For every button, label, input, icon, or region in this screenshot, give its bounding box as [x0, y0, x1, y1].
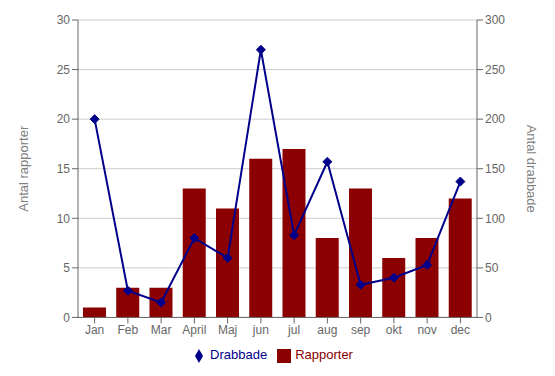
svg-text:Mar: Mar — [151, 323, 172, 337]
svg-text:200: 200 — [485, 112, 505, 126]
svg-text:sep: sep — [351, 323, 371, 337]
svg-text:20: 20 — [57, 112, 71, 126]
svg-text:April: April — [182, 323, 206, 337]
html-text:Rapporter: Rapporter — [295, 347, 353, 363]
svg-text:30: 30 — [57, 13, 71, 27]
svg-text:250: 250 — [485, 63, 505, 77]
svg-text:15: 15 — [57, 162, 71, 176]
svg-text:0: 0 — [485, 311, 492, 325]
svg-text:Antal drabbade: Antal drabbade — [524, 125, 539, 213]
svg-text:aug: aug — [317, 323, 337, 337]
svg-text:25: 25 — [57, 63, 71, 77]
svg-text:0: 0 — [63, 311, 70, 325]
svg-text:jun: jun — [252, 323, 269, 337]
html-text:Drabbade: Drabbade — [210, 347, 268, 363]
svg-text:nov: nov — [417, 323, 436, 337]
svg-text:Jan: Jan — [85, 323, 104, 337]
svg-text:300: 300 — [485, 13, 505, 27]
svg-text:okt: okt — [386, 323, 403, 337]
svg-text:jul: jul — [287, 323, 300, 337]
svg-text:150: 150 — [485, 162, 505, 176]
svg-text:Feb: Feb — [118, 323, 139, 337]
svg-text:10: 10 — [57, 212, 71, 226]
svg-text:5: 5 — [63, 261, 70, 275]
svg-text:Antal rapporter: Antal rapporter — [16, 125, 31, 212]
svg-text:50: 50 — [485, 261, 499, 275]
svg-text:Maj: Maj — [218, 323, 237, 337]
svg-text:dec: dec — [451, 323, 470, 337]
svg-text:100: 100 — [485, 212, 505, 226]
